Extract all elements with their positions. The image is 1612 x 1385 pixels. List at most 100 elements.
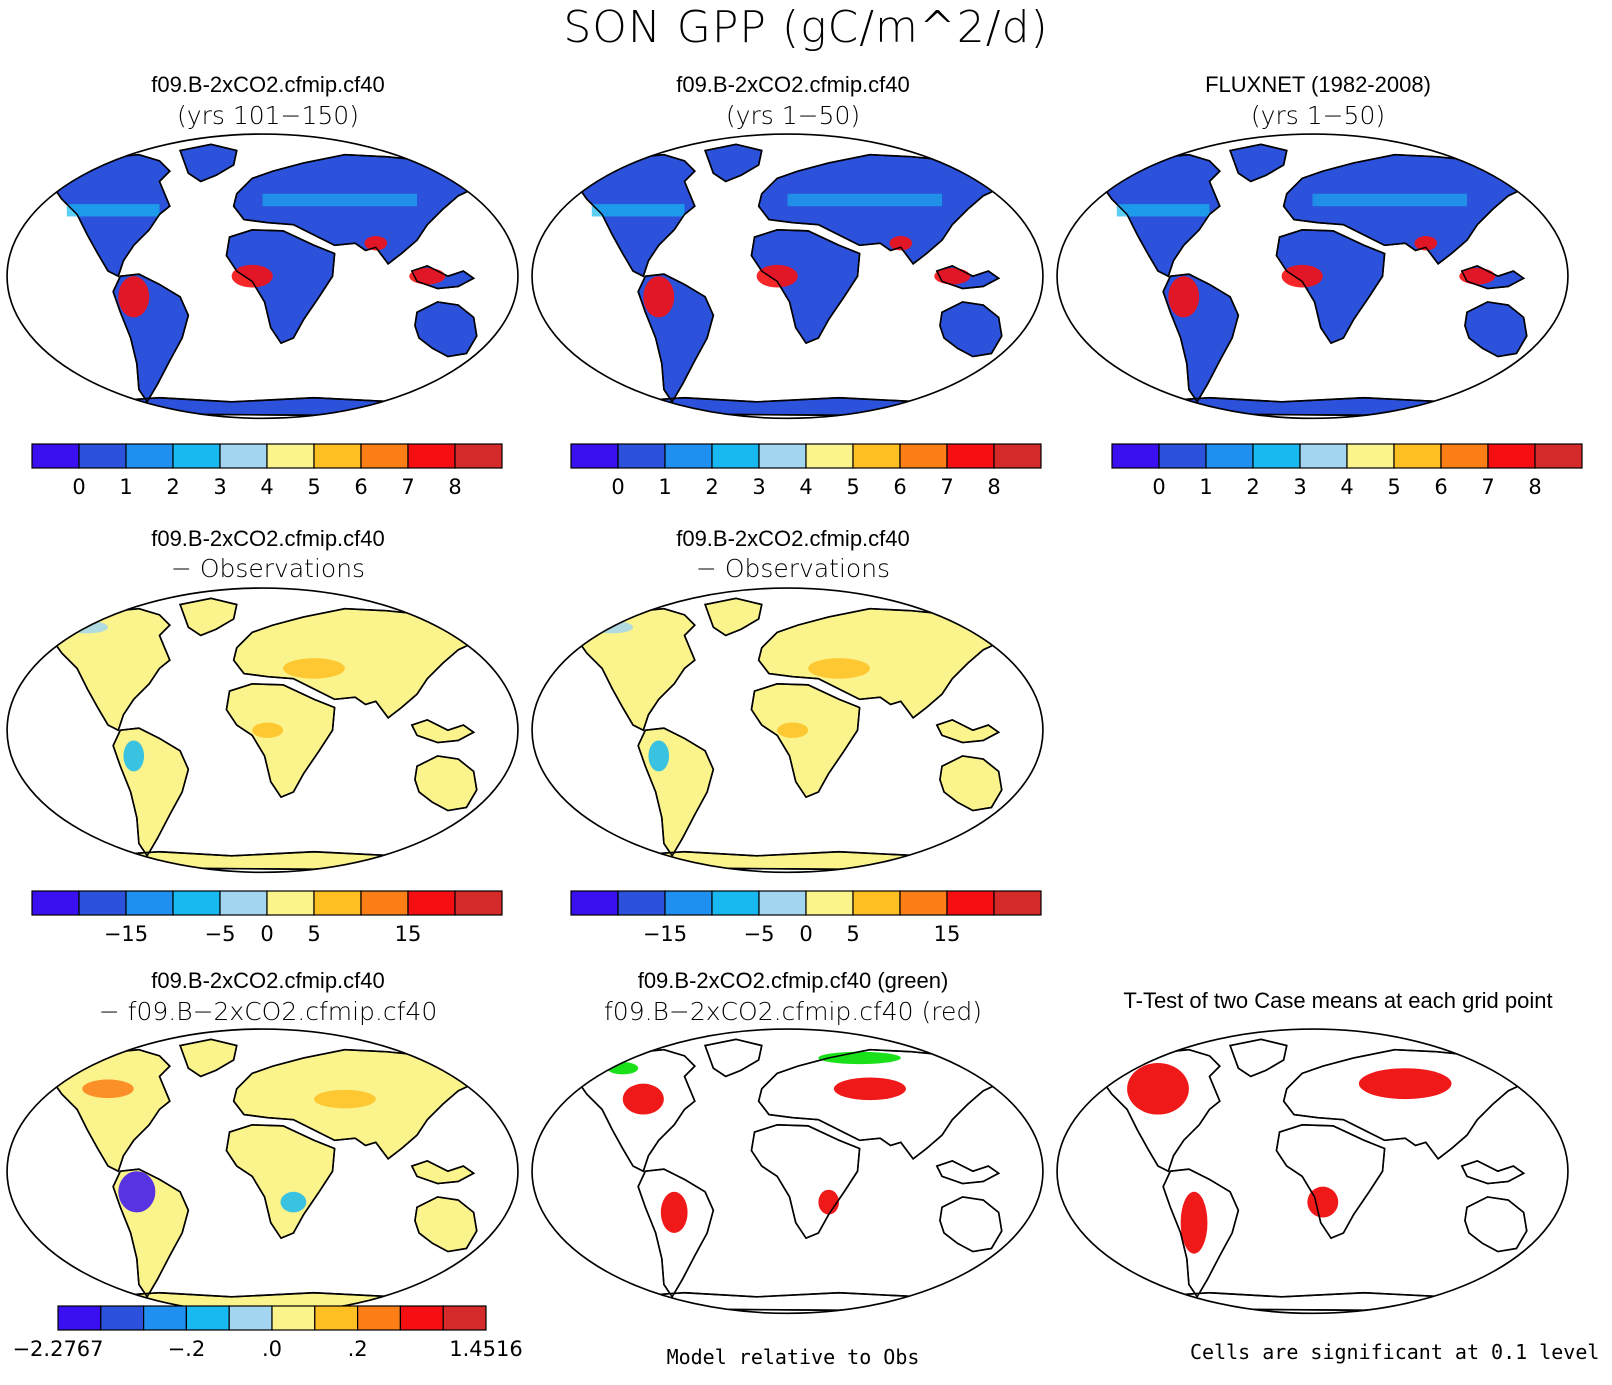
- colorbar-label: 4: [799, 475, 812, 499]
- panel4-map: [6, 587, 519, 874]
- land-outline-icon: [575, 1038, 1005, 1312]
- colorbar-swatch: [1299, 443, 1348, 469]
- colorbar-swatch: [454, 443, 503, 469]
- robinson-globe-outline-icon: [531, 587, 1044, 874]
- colorbar-absolute-2: 0 1 2 3 4 5 6 7 8: [570, 443, 1042, 499]
- colorbar-swatch: [1534, 443, 1583, 469]
- colorbar-swatch: [946, 443, 995, 469]
- panel2-subtitle: (yrs 1−50): [725, 101, 861, 130]
- robinson-globe-outline-icon: [531, 133, 1044, 420]
- colorbar-swatch: [1346, 443, 1395, 469]
- panel5-title: f09.B-2xCO2.cfmip.cf40: [676, 526, 910, 551]
- colorbar-swatch: [758, 443, 807, 469]
- colorbar-label: 3: [1293, 475, 1306, 499]
- colorbar-swatch: [100, 1305, 145, 1331]
- panel7-subtitle: − f09.B−2xCO2.cfmip.cf40: [98, 997, 438, 1026]
- colorbar-label: 6: [1434, 475, 1447, 499]
- colorbar-swatch: [711, 443, 760, 469]
- colorbar-swatch: [314, 1305, 359, 1331]
- colorbar-label: .2: [348, 1337, 368, 1361]
- colorbar-swatch: [946, 890, 995, 916]
- colorbar-swatch: [219, 443, 268, 469]
- colorbar-label: 2: [705, 475, 718, 499]
- colorbar-swatch: [31, 443, 80, 469]
- colorbar-swatch: [407, 890, 456, 916]
- colorbar-swatch: [399, 1305, 444, 1331]
- colorbar-label: 5: [1387, 475, 1400, 499]
- colorbar-label: 4: [260, 475, 273, 499]
- colorbar-label: 0: [1152, 475, 1165, 499]
- panel1-title: f09.B-2xCO2.cfmip.cf40: [151, 72, 385, 97]
- colorbar-label: 8: [448, 475, 461, 499]
- colorbar-label: 15: [395, 922, 422, 946]
- panel2-title: f09.B-2xCO2.cfmip.cf40: [676, 72, 910, 97]
- colorbar-label: 7: [401, 475, 414, 499]
- colorbar-swatch: [219, 890, 268, 916]
- colorbar-label: 7: [940, 475, 953, 499]
- colorbar-model-diff: −2.2767 −.2 .0 .2 1.4516: [12, 1305, 523, 1361]
- colorbar-label: .0: [262, 1337, 282, 1361]
- panel4-title: f09.B-2xCO2.cfmip.cf40: [151, 526, 385, 551]
- colorbar-swatch: [172, 890, 221, 916]
- colorbar-swatch: [993, 443, 1042, 469]
- robinson-globe-outline-icon: [1056, 1028, 1569, 1315]
- robinson-globe-outline-icon: [6, 133, 519, 420]
- colorbar-label: 7: [1481, 475, 1494, 499]
- panel8-subtitle: f09.B−2xCO2.cfmip.cf40 (red): [603, 997, 982, 1026]
- colorbar-label: 1: [1199, 475, 1212, 499]
- colorbar-swatch: [570, 890, 619, 916]
- colorbar-swatch: [172, 443, 221, 469]
- colorbar-swatch: [454, 890, 503, 916]
- colorbar-label: 0: [72, 475, 85, 499]
- robinson-globe-outline-icon: [531, 1028, 1044, 1315]
- panel3-subtitle: (yrs 1−50): [1250, 101, 1386, 130]
- colorbar-swatch: [899, 443, 948, 469]
- colorbar-swatch: [442, 1305, 487, 1331]
- panel9-title: T-Test of two Case means at each grid po…: [1123, 988, 1553, 1013]
- colorbar-label: −15: [643, 922, 687, 946]
- colorbar-swatch: [711, 890, 760, 916]
- colorbar-label: 0: [260, 922, 273, 946]
- colorbar-label: 8: [987, 475, 1000, 499]
- colorbar-label: 1: [658, 475, 671, 499]
- panel7-title: f09.B-2xCO2.cfmip.cf40: [151, 968, 385, 993]
- colorbar-difference-1: −15 −5 0 5 15: [31, 890, 503, 946]
- colorbar-swatch: [185, 1305, 230, 1331]
- colorbar-label: 4: [1340, 475, 1353, 499]
- panel7-map: [531, 1028, 1044, 1315]
- colorbar-label: 6: [354, 475, 367, 499]
- colorbar-swatch: [266, 890, 315, 916]
- colorbar-difference-2: −15 −5 0 5 15: [570, 890, 1042, 946]
- colorbar-label: 6: [893, 475, 906, 499]
- colorbar-swatch: [899, 890, 948, 916]
- colorbar-swatch: [57, 1305, 102, 1331]
- colorbar-swatch: [617, 890, 666, 916]
- colorbar-swatch: [805, 443, 854, 469]
- colorbar-label: 2: [166, 475, 179, 499]
- colorbar-label: −15: [104, 922, 148, 946]
- colorbar-label: 8: [1528, 475, 1541, 499]
- colorbar-swatch: [1393, 443, 1442, 469]
- panel3-title: FLUXNET (1982-2008): [1205, 72, 1431, 97]
- colorbar-swatch: [570, 443, 619, 469]
- colorbar-swatch: [407, 443, 456, 469]
- colorbar-swatch: [266, 443, 315, 469]
- colorbar-label: 0: [611, 475, 624, 499]
- colorbar-label: 15: [934, 922, 961, 946]
- colorbar-swatch: [357, 1305, 402, 1331]
- colorbar-absolute-3: 0 1 2 3 4 5 6 7 8: [1111, 443, 1583, 499]
- colorbar-label: 2: [1246, 475, 1259, 499]
- colorbar-swatch: [805, 890, 854, 916]
- colorbar-swatch: [852, 890, 901, 916]
- panel2-map: [531, 133, 1044, 420]
- panel1-map: [6, 133, 519, 420]
- colorbar-label: 5: [307, 922, 320, 946]
- note-ttest: Cells are significant at 0.1 level: [1190, 1340, 1600, 1364]
- colorbar-swatch: [360, 443, 409, 469]
- colorbar-swatch: [664, 443, 713, 469]
- colorbar-swatch: [271, 1305, 316, 1331]
- panel1-subtitle: (yrs 101−150): [177, 101, 359, 130]
- panel5-subtitle: − Observations: [695, 554, 891, 583]
- panel3-map: [1056, 133, 1569, 420]
